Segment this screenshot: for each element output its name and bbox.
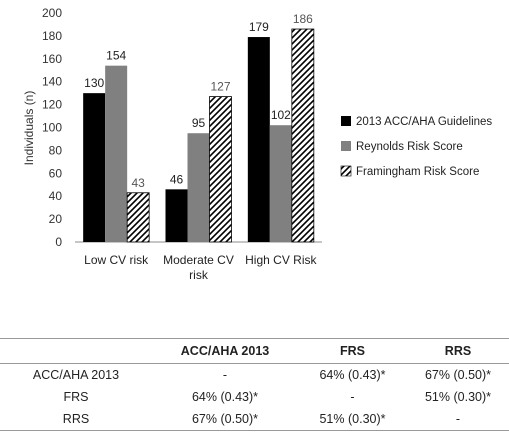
y-axis-label: Individuals (n) — [22, 91, 36, 166]
bar — [83, 93, 106, 243]
legend-label: Framingham Risk Score — [356, 166, 479, 178]
x-tick-label: High CV Risk — [245, 253, 317, 267]
table-cell: - — [407, 408, 509, 431]
table-header-row: ACC/AHA 2013 FRS RRS — [0, 338, 509, 364]
data-label: 102 — [271, 108, 291, 122]
table-header-cell — [0, 338, 152, 364]
x-tick-label: Moderate CV risk — [163, 253, 234, 282]
row-label: RRS — [0, 408, 152, 431]
x-tick-label: Low CV risk — [84, 253, 149, 267]
y-tick-label: 40 — [49, 189, 63, 203]
table-cell: - — [222, 368, 228, 382]
table-row: RRS 67% (0.50)* 51% (0.30)* - — [0, 408, 509, 431]
bar — [165, 189, 188, 242]
bar — [209, 96, 232, 243]
data-label: 130 — [84, 76, 104, 90]
y-tick-label: 120 — [42, 98, 62, 112]
legend-swatch — [341, 141, 351, 151]
bar-chart: Individuals (n) 0 20 40 60 80 100 120 140 160 180… — [22, 6, 492, 282]
table-cell: 51% (0.30)* — [424, 390, 491, 404]
row-label: ACC/AHA 2013 — [32, 368, 120, 382]
table-row: FRS 64% (0.43)* - 51% (0.30)* — [0, 386, 509, 408]
data-label: 154 — [106, 49, 126, 63]
legend-swatch — [341, 116, 351, 126]
bar — [126, 192, 150, 243]
agreement-table: ACC/AHA 2013 FRS RRS ACC/AHA 2013 - 64% … — [0, 338, 509, 431]
table-cell: 67% (0.50)* — [424, 368, 491, 382]
table-cell: - — [350, 390, 355, 404]
legend-swatch — [340, 165, 352, 177]
y-tick-label: 80 — [49, 143, 63, 157]
data-label: 95 — [192, 116, 206, 130]
legend-label: Reynolds Risk Score — [356, 141, 463, 153]
bar — [247, 37, 270, 242]
y-tick-label: 200 — [42, 6, 62, 20]
y-tick-label: 160 — [42, 52, 62, 66]
data-label: 127 — [210, 80, 230, 94]
data-label: 46 — [170, 172, 184, 186]
data-label: 179 — [249, 20, 269, 34]
row-label: FRS — [63, 390, 89, 404]
table-cell: 67% (0.50)* — [152, 408, 298, 431]
table-cell: 64% (0.43)* — [191, 390, 258, 404]
table-cell: 64% (0.43)* — [319, 368, 386, 382]
y-tick-label: 180 — [42, 29, 62, 43]
y-tick-label: 0 — [55, 235, 62, 249]
bar — [105, 65, 128, 242]
y-tick-label: 60 — [49, 166, 63, 180]
y-tick-label: 20 — [49, 212, 63, 226]
table-header-cell: ACC/AHA 2013 — [152, 338, 298, 364]
data-label: 43 — [131, 176, 145, 190]
legend-label: 2013 ACC/AHA Guidelines — [356, 116, 492, 128]
table-cell: 51% (0.30)* — [298, 408, 407, 431]
y-tick-label: 100 — [42, 121, 62, 135]
y-tick-label: 140 — [42, 75, 62, 89]
table-header-cell: RRS — [407, 338, 509, 364]
bar — [291, 28, 315, 243]
table-header-cell: FRS — [298, 338, 407, 364]
bar — [187, 133, 210, 242]
table-row: ACC/AHA 2013 - 64% (0.43)* 67% (0.50)* — [0, 364, 509, 387]
bar — [269, 125, 292, 242]
data-label: 186 — [293, 12, 313, 26]
